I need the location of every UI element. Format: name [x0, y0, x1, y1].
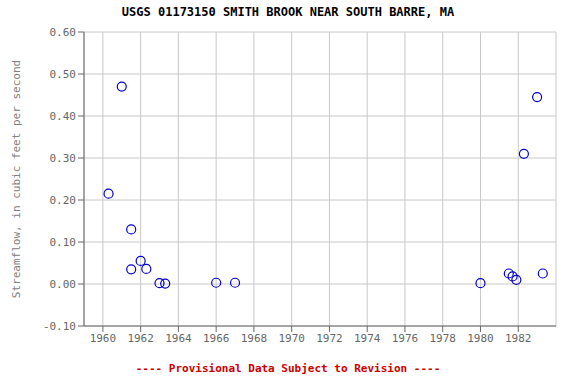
svg-text:0.20: 0.20: [50, 194, 77, 207]
svg-text:1970: 1970: [278, 332, 305, 345]
svg-text:0.50: 0.50: [50, 68, 77, 81]
svg-text:0.30: 0.30: [50, 152, 77, 165]
svg-text:1974: 1974: [354, 332, 381, 345]
svg-text:1982: 1982: [505, 332, 532, 345]
svg-text:0.00: 0.00: [50, 278, 77, 291]
svg-text:0.60: 0.60: [50, 26, 77, 39]
svg-text:1980: 1980: [467, 332, 494, 345]
html-text:USGS 01173150 SMITH BROOK NEAR: USGS 01173150 SMITH BROOK NEAR SOUTH BAR…: [121, 5, 455, 19]
svg-text:1976: 1976: [392, 332, 419, 345]
svg-text:1968: 1968: [241, 332, 268, 345]
svg-text:0.10: 0.10: [50, 236, 77, 249]
svg-text:1964: 1964: [165, 332, 192, 345]
svg-text:-0.10: -0.10: [43, 320, 76, 333]
svg-text:0.40: 0.40: [50, 110, 77, 123]
svg-text:1960: 1960: [90, 332, 117, 345]
html-text:---- Provisional Data Subject: ---- Provisional Data Subject to Revisio…: [135, 362, 441, 375]
svg-text:Streamflow, in cubic feet per: Streamflow, in cubic feet per second: [10, 60, 23, 298]
svg-text:1962: 1962: [127, 332, 154, 345]
svg-text:1978: 1978: [429, 332, 456, 345]
svg-text:1972: 1972: [316, 332, 343, 345]
svg-text:1966: 1966: [203, 332, 230, 345]
